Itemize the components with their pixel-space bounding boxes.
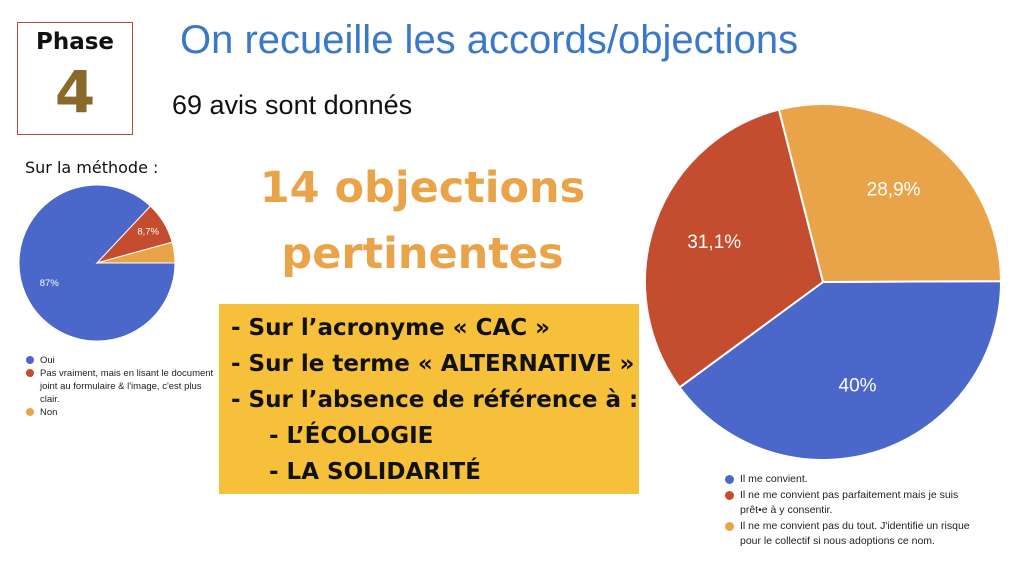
method-pie-chart: 87% 8,7% [18,184,176,342]
small-chart-legend: Oui Pas vraiment, mais en lisant le docu… [26,354,216,419]
legend-dot-icon [26,356,34,364]
objection-subitem: - L’ÉCOLOGIE [269,423,434,449]
legend-label: Il me convient. [740,473,808,485]
phase-box: Phase 4 [17,22,133,135]
opinions-count: 69 avis sont donnés [172,90,413,120]
large-chart-legend: Il me convient. Il ne me convient pas pa… [725,472,975,550]
phase-label: Phase [35,29,115,55]
legend-dot-icon [725,491,734,500]
objections-headline: 14 objections pertinentes [200,155,645,287]
legend-item: Il ne me convient pas parfaitement mais … [725,488,975,518]
legend-dot-icon [26,408,34,416]
objection-item: - Sur l’absence de référence à : [231,387,639,413]
legend-dot-icon [26,369,34,377]
objections-line-2: pertinentes [281,229,564,279]
legend-label: Oui [40,355,55,366]
legend-item: Il ne me convient pas du tout. J'identif… [725,519,975,549]
pie-slice-label: 28,9% [867,180,921,201]
legend-label: Pas vraiment, mais en lisant le document… [40,368,214,405]
pie-slice [678,280,1002,461]
pie-slice-label: 40% [839,375,877,396]
pie-slice-label: 87% [40,278,60,289]
page-title: On recueille les accords/objections [180,18,799,62]
legend-dot-icon [725,522,734,531]
objection-subitem: - LA SOLIDARITÉ [269,459,481,485]
pie-slice-label: 8,7% [137,227,159,238]
objections-line-1: 14 objections [259,163,586,213]
legend-dot-icon [725,475,734,484]
legend-label: Il ne me convient pas parfaitement mais … [740,489,959,516]
pie-slice [777,103,1003,284]
small-chart-title: Sur la méthode : [25,158,159,177]
legend-label: Il ne me convient pas du tout. J'identif… [740,520,970,547]
pie-slice [18,184,176,342]
objection-list-box: - Sur l’acronyme « CAC » - Sur le terme … [219,304,639,494]
legend-item: Pas vraiment, mais en lisant le document… [26,367,216,406]
name-pie-chart: 40% 31,1% 28,9% [644,103,1003,461]
objection-item: - Sur le terme « ALTERNATIVE » [231,351,635,377]
objection-item: - Sur l’acronyme « CAC » [231,315,550,341]
pie-slice [96,241,176,264]
legend-item: Il me convient. [725,472,975,487]
legend-item: Oui [26,354,216,367]
legend-item: Non [26,406,216,419]
pie-slice [644,108,825,389]
phase-number: 4 [54,58,96,126]
legend-label: Non [40,407,58,418]
pie-slice-label: 31,1% [687,232,741,253]
